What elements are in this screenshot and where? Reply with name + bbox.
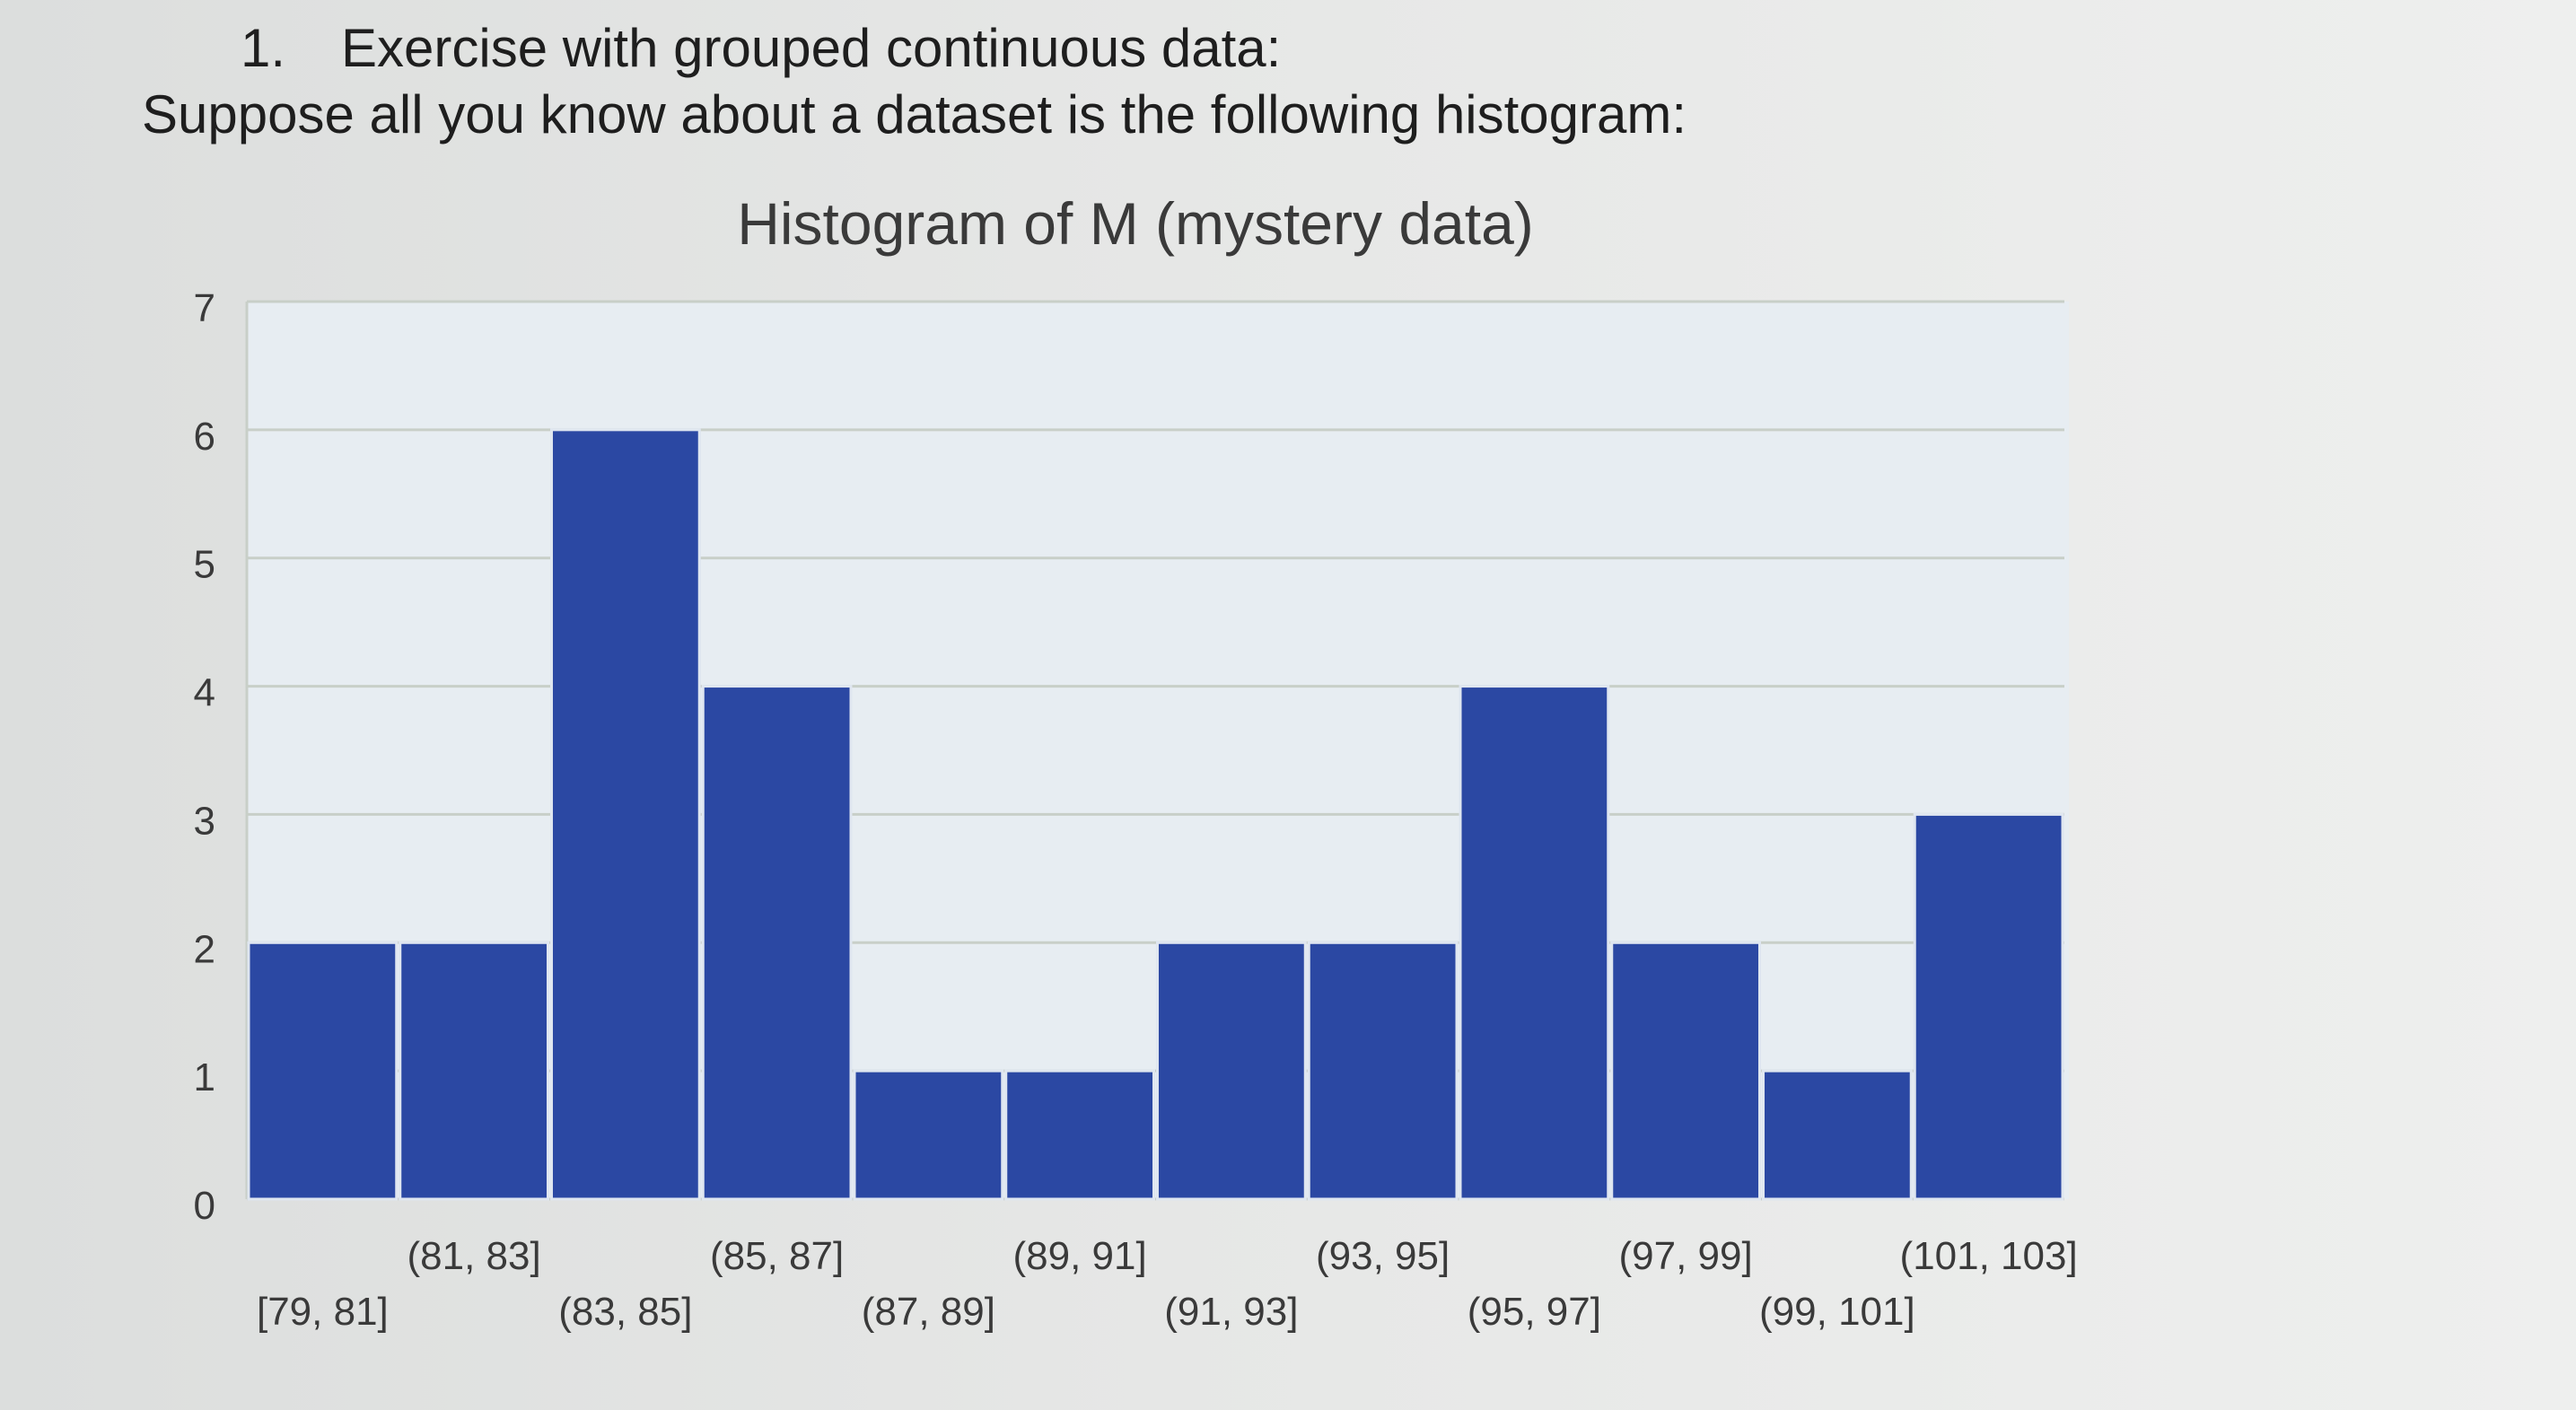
histogram-bar (701, 685, 853, 1201)
histogram-bar (1156, 941, 1307, 1201)
y-tick-label: 6 (194, 415, 215, 459)
y-tick-label: 4 (194, 671, 215, 715)
exercise-heading: 1. Exercise with grouped continuous data: (241, 16, 1281, 81)
histogram-bar (853, 1069, 1004, 1201)
x-tick-label: (89, 91] (1013, 1234, 1147, 1278)
x-tick-label: (81, 83] (407, 1234, 541, 1278)
x-tick-label: (91, 93] (1164, 1290, 1298, 1334)
y-axis-tick-labels: 0 1 2 3 4 5 6 7 (194, 286, 215, 1228)
exercise-number: 1. (241, 18, 286, 78)
gridlines (245, 300, 2064, 1201)
histogram-bar (247, 941, 399, 1201)
x-tick-label: [79, 81] (257, 1290, 389, 1334)
x-axis-tick-labels: [79, 81] (81, 83] (83, 85] (85, 87] (87, 89]… (257, 1234, 2078, 1334)
histogram-bar (1307, 941, 1459, 1201)
histogram-bar (399, 941, 549, 1201)
y-tick-label: 7 (194, 286, 215, 330)
histogram-bar (1610, 941, 1761, 1201)
y-tick-label: 3 (194, 799, 215, 843)
y-tick-label: 0 (194, 1184, 215, 1228)
x-tick-label: (95, 97] (1468, 1290, 1601, 1334)
x-tick-label: (97, 99] (1619, 1234, 1753, 1278)
y-tick-label: 5 (194, 543, 215, 587)
histogram-bar (1459, 685, 1610, 1201)
bars (247, 428, 2064, 1201)
exercise-heading-text: Exercise with grouped continuous data: (341, 18, 1282, 78)
x-tick-label: (87, 89] (862, 1290, 995, 1334)
y-tick-label: 1 (194, 1055, 215, 1099)
y-tick-label: 2 (194, 927, 215, 971)
histogram-bar (1004, 1069, 1155, 1201)
x-tick-label: (101, 103] (1900, 1234, 2078, 1278)
chart-title: Histogram of M (mystery data) (737, 190, 1534, 257)
histogram-bar (1913, 812, 2064, 1201)
x-tick-label: (93, 95] (1316, 1234, 1450, 1278)
x-tick-label: (83, 85] (558, 1290, 692, 1334)
x-tick-label: (85, 87] (710, 1234, 844, 1278)
intro-text: Suppose all you know about a dataset is … (142, 84, 1687, 145)
histogram-bar (1762, 1069, 1913, 1201)
x-tick-label: (99, 101] (1759, 1290, 1915, 1334)
histogram-bar (550, 428, 701, 1201)
